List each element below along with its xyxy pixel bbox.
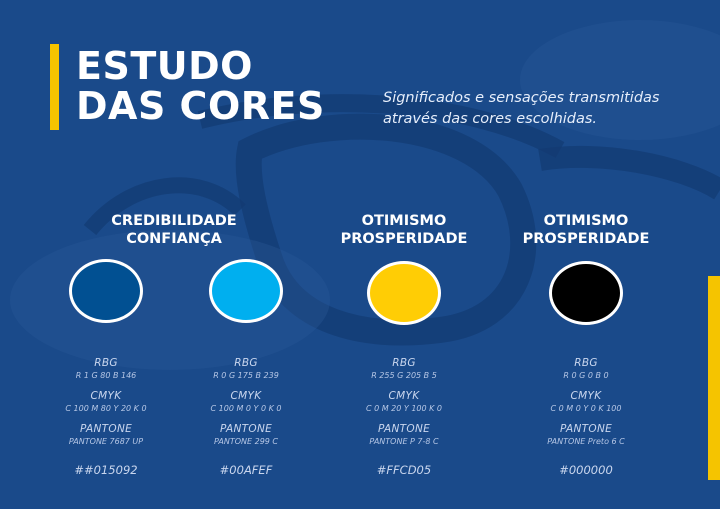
- rgb-value: R 255 G 205 B 5: [371, 371, 437, 380]
- rgb-value: R 0 G 0 B 0: [563, 371, 609, 380]
- subtitle-line-2: através das cores escolhidas.: [383, 111, 598, 127]
- color-swatch-yellow: [367, 261, 441, 325]
- cmyk-label: CMYK: [90, 390, 122, 402]
- cmyk-value: C 100 M 80 Y 20 K 0: [65, 404, 147, 413]
- title-line-1: ESTUDO: [76, 44, 253, 88]
- pantone-label: PANTONE: [219, 423, 273, 435]
- pantone-label: PANTONE: [79, 423, 133, 435]
- pantone-value: PANTONE 299 C: [213, 437, 279, 446]
- group-title-line-2: PROSPERIDADE: [340, 231, 468, 247]
- pantone-value: PANTONE 7687 UP: [68, 437, 144, 446]
- hex-value: #FFCD05: [376, 463, 432, 477]
- title-accent-bar: [50, 44, 59, 130]
- rgb-value: R 1 G 80 B 146: [75, 371, 137, 380]
- group-title-credibilidade: CREDIBILIDADE CONFIANÇA: [74, 212, 274, 248]
- hex-value: #000000: [559, 463, 613, 477]
- cmyk-label: CMYK: [570, 390, 602, 402]
- cmyk-value: C 0 M 20 Y 100 K 0: [365, 404, 443, 413]
- title-line-2: DAS CORES: [76, 84, 325, 128]
- group-title-line-2: PROSPERIDADE: [522, 231, 650, 247]
- rgb-label: RBG: [94, 357, 118, 369]
- cmyk-label: CMYK: [388, 390, 420, 402]
- color-swatch-black: [549, 261, 623, 325]
- hex-value: #00AFEF: [219, 463, 273, 477]
- cmyk-value: C 100 M 0 Y 0 K 0: [210, 404, 282, 413]
- color-spec-blue-dark: RBG R 1 G 80 B 146 CMYK C 100 M 80 Y 20 …: [36, 357, 176, 477]
- subtitle-line-1: Significados e sensações transmitidas: [383, 90, 660, 106]
- color-spec-black: RBG R 0 G 0 B 0 CMYK C 0 M 0 Y 0 K 100 P…: [516, 357, 656, 477]
- side-accent-bar: [708, 276, 720, 480]
- group-title-line-2: CONFIANÇA: [126, 231, 222, 247]
- rgb-value: R 0 G 175 B 239: [213, 371, 279, 380]
- group-title-line-1: OTIMISMO: [543, 213, 629, 229]
- group-title-line-1: OTIMISMO: [361, 213, 447, 229]
- rgb-label: RBG: [234, 357, 258, 369]
- rgb-label: RBG: [574, 357, 598, 369]
- rgb-label: RBG: [392, 357, 416, 369]
- color-swatch-blue-dark: [69, 259, 143, 323]
- pantone-value: PANTONE Preto 6 C: [547, 437, 625, 446]
- page-title: ESTUDO DAS CORES: [76, 46, 325, 126]
- color-spec-yellow: RBG R 255 G 205 B 5 CMYK C 0 M 20 Y 100 …: [334, 357, 474, 477]
- cmyk-label: CMYK: [230, 390, 262, 402]
- group-title-line-1: CREDIBILIDADE: [111, 213, 237, 229]
- pantone-label: PANTONE: [377, 423, 431, 435]
- page-subtitle: Significados e sensações transmitidas at…: [383, 88, 683, 130]
- pantone-value: PANTONE P 7-8 C: [369, 437, 439, 446]
- cmyk-value: C 0 M 0 Y 0 K 100: [550, 404, 622, 413]
- color-spec-blue-light: RBG R 0 G 175 B 239 CMYK C 100 M 0 Y 0 K…: [176, 357, 316, 477]
- color-swatch-blue-light: [209, 259, 283, 323]
- group-title-otimismo-2: OTIMISMO PROSPERIDADE: [486, 212, 686, 248]
- group-title-otimismo-1: OTIMISMO PROSPERIDADE: [304, 212, 504, 248]
- pantone-label: PANTONE: [559, 423, 613, 435]
- hex-value: ##015092: [74, 463, 138, 477]
